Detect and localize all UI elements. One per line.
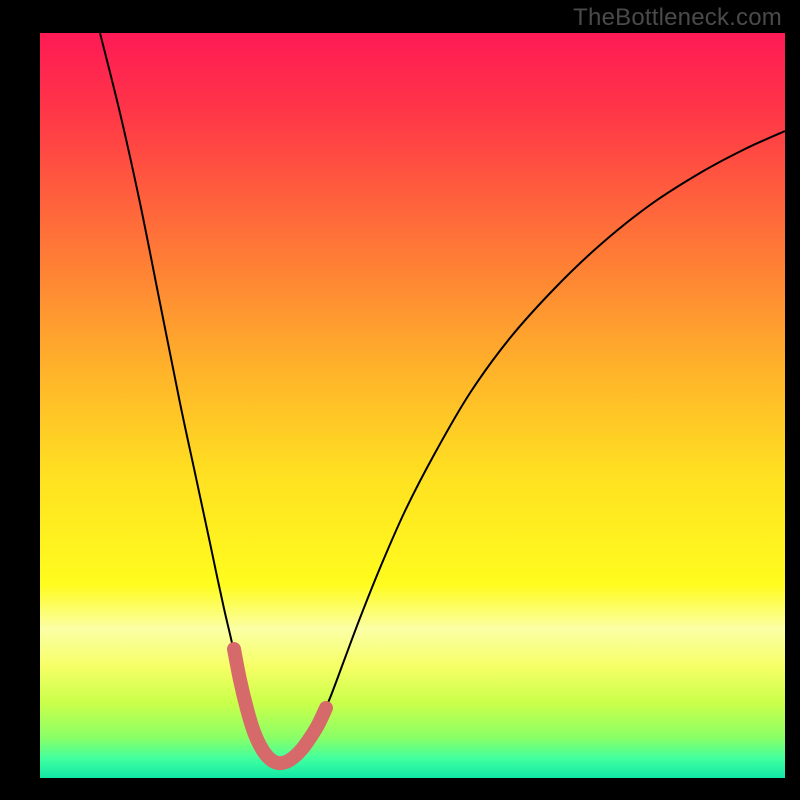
plot-area [40,33,785,778]
chart-frame: TheBottleneck.com [0,0,800,800]
chart-svg [40,33,785,778]
watermark-text: TheBottleneck.com [573,4,782,32]
gradient-background [40,33,785,778]
